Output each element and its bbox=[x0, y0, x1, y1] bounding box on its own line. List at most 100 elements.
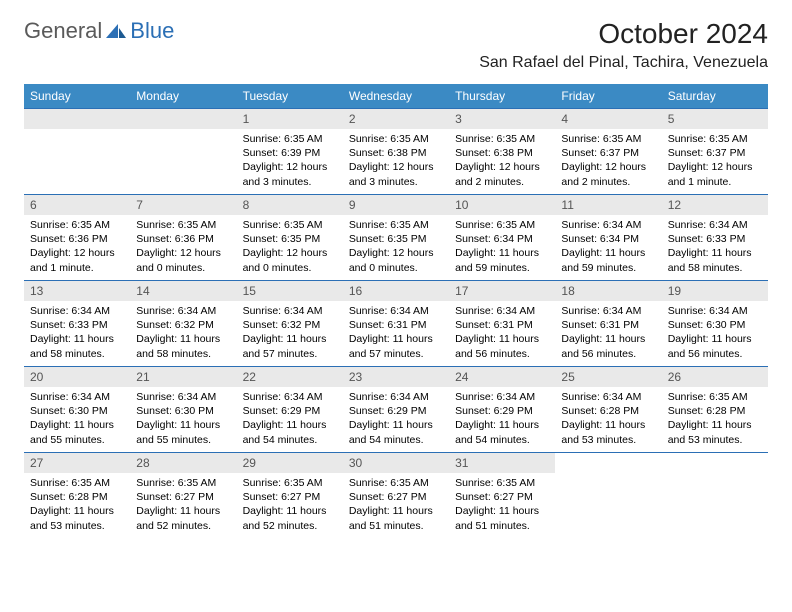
day-body: Sunrise: 6:34 AMSunset: 6:31 PMDaylight:… bbox=[555, 301, 661, 365]
day-number: 19 bbox=[662, 281, 768, 301]
weekday-header: Thursday bbox=[449, 84, 555, 109]
empty-cell bbox=[555, 453, 661, 539]
day-number: 9 bbox=[343, 195, 449, 215]
daylight-text: Daylight: 12 hours and 1 minute. bbox=[668, 160, 762, 188]
day-cell: 9Sunrise: 6:35 AMSunset: 6:35 PMDaylight… bbox=[343, 195, 449, 281]
month-title: October 2024 bbox=[479, 18, 768, 50]
sunset-text: Sunset: 6:38 PM bbox=[455, 146, 549, 160]
day-cell: 7Sunrise: 6:35 AMSunset: 6:36 PMDaylight… bbox=[130, 195, 236, 281]
logo-word1: General bbox=[24, 18, 102, 44]
header: General Blue October 2024 San Rafael del… bbox=[24, 18, 768, 72]
sunrise-text: Sunrise: 6:35 AM bbox=[668, 132, 762, 146]
daylight-text: Daylight: 11 hours and 54 minutes. bbox=[243, 418, 337, 446]
logo-sail-icon bbox=[104, 22, 128, 40]
day-cell: 12Sunrise: 6:34 AMSunset: 6:33 PMDayligh… bbox=[662, 195, 768, 281]
day-number: 11 bbox=[555, 195, 661, 215]
daylight-text: Daylight: 11 hours and 52 minutes. bbox=[243, 504, 337, 532]
day-body: Sunrise: 6:34 AMSunset: 6:33 PMDaylight:… bbox=[24, 301, 130, 365]
day-cell: 2Sunrise: 6:35 AMSunset: 6:38 PMDaylight… bbox=[343, 109, 449, 195]
logo-word2: Blue bbox=[130, 18, 174, 44]
daylight-text: Daylight: 11 hours and 51 minutes. bbox=[349, 504, 443, 532]
daylight-text: Daylight: 11 hours and 52 minutes. bbox=[136, 504, 230, 532]
sunrise-text: Sunrise: 6:35 AM bbox=[30, 476, 124, 490]
day-body: Sunrise: 6:34 AMSunset: 6:34 PMDaylight:… bbox=[555, 215, 661, 279]
sunrise-text: Sunrise: 6:35 AM bbox=[243, 218, 337, 232]
day-body: Sunrise: 6:35 AMSunset: 6:37 PMDaylight:… bbox=[555, 129, 661, 193]
day-number: 16 bbox=[343, 281, 449, 301]
day-cell: 30Sunrise: 6:35 AMSunset: 6:27 PMDayligh… bbox=[343, 453, 449, 539]
sunset-text: Sunset: 6:36 PM bbox=[30, 232, 124, 246]
sunset-text: Sunset: 6:27 PM bbox=[349, 490, 443, 504]
daylight-text: Daylight: 11 hours and 56 minutes. bbox=[455, 332, 549, 360]
day-body: Sunrise: 6:34 AMSunset: 6:31 PMDaylight:… bbox=[449, 301, 555, 365]
day-number: 7 bbox=[130, 195, 236, 215]
day-number: 28 bbox=[130, 453, 236, 473]
day-number: 12 bbox=[662, 195, 768, 215]
day-number: 22 bbox=[237, 367, 343, 387]
day-number: 13 bbox=[24, 281, 130, 301]
day-cell: 15Sunrise: 6:34 AMSunset: 6:32 PMDayligh… bbox=[237, 281, 343, 367]
day-body: Sunrise: 6:34 AMSunset: 6:29 PMDaylight:… bbox=[237, 387, 343, 451]
day-number: 21 bbox=[130, 367, 236, 387]
daylight-text: Daylight: 11 hours and 53 minutes. bbox=[561, 418, 655, 446]
day-body: Sunrise: 6:35 AMSunset: 6:35 PMDaylight:… bbox=[343, 215, 449, 279]
daylight-text: Daylight: 11 hours and 56 minutes. bbox=[668, 332, 762, 360]
day-body: Sunrise: 6:35 AMSunset: 6:27 PMDaylight:… bbox=[449, 473, 555, 537]
day-body: Sunrise: 6:35 AMSunset: 6:27 PMDaylight:… bbox=[343, 473, 449, 537]
daylight-text: Daylight: 11 hours and 57 minutes. bbox=[349, 332, 443, 360]
sunrise-text: Sunrise: 6:34 AM bbox=[136, 390, 230, 404]
day-cell: 27Sunrise: 6:35 AMSunset: 6:28 PMDayligh… bbox=[24, 453, 130, 539]
sunrise-text: Sunrise: 6:34 AM bbox=[136, 304, 230, 318]
day-body: Sunrise: 6:35 AMSunset: 6:28 PMDaylight:… bbox=[24, 473, 130, 537]
sunset-text: Sunset: 6:28 PM bbox=[30, 490, 124, 504]
daylight-text: Daylight: 11 hours and 55 minutes. bbox=[30, 418, 124, 446]
day-body: Sunrise: 6:34 AMSunset: 6:30 PMDaylight:… bbox=[24, 387, 130, 451]
sunset-text: Sunset: 6:27 PM bbox=[136, 490, 230, 504]
day-cell: 18Sunrise: 6:34 AMSunset: 6:31 PMDayligh… bbox=[555, 281, 661, 367]
daylight-text: Daylight: 11 hours and 58 minutes. bbox=[668, 246, 762, 274]
calendar-row: 1Sunrise: 6:35 AMSunset: 6:39 PMDaylight… bbox=[24, 109, 768, 195]
day-cell: 29Sunrise: 6:35 AMSunset: 6:27 PMDayligh… bbox=[237, 453, 343, 539]
sunset-text: Sunset: 6:28 PM bbox=[561, 404, 655, 418]
sunrise-text: Sunrise: 6:35 AM bbox=[349, 218, 443, 232]
day-cell: 8Sunrise: 6:35 AMSunset: 6:35 PMDaylight… bbox=[237, 195, 343, 281]
day-body: Sunrise: 6:34 AMSunset: 6:29 PMDaylight:… bbox=[343, 387, 449, 451]
daylight-text: Daylight: 12 hours and 0 minutes. bbox=[243, 246, 337, 274]
daylight-text: Daylight: 11 hours and 56 minutes. bbox=[561, 332, 655, 360]
sunrise-text: Sunrise: 6:35 AM bbox=[561, 132, 655, 146]
day-body: Sunrise: 6:34 AMSunset: 6:28 PMDaylight:… bbox=[555, 387, 661, 451]
day-cell: 20Sunrise: 6:34 AMSunset: 6:30 PMDayligh… bbox=[24, 367, 130, 453]
empty-daynum bbox=[130, 109, 236, 129]
daylight-text: Daylight: 11 hours and 59 minutes. bbox=[561, 246, 655, 274]
weekday-row: SundayMondayTuesdayWednesdayThursdayFrid… bbox=[24, 84, 768, 109]
day-body: Sunrise: 6:34 AMSunset: 6:33 PMDaylight:… bbox=[662, 215, 768, 279]
day-cell: 17Sunrise: 6:34 AMSunset: 6:31 PMDayligh… bbox=[449, 281, 555, 367]
daylight-text: Daylight: 11 hours and 55 minutes. bbox=[136, 418, 230, 446]
title-block: October 2024 San Rafael del Pinal, Tachi… bbox=[479, 18, 768, 72]
day-cell: 25Sunrise: 6:34 AMSunset: 6:28 PMDayligh… bbox=[555, 367, 661, 453]
sunrise-text: Sunrise: 6:35 AM bbox=[243, 132, 337, 146]
day-cell: 19Sunrise: 6:34 AMSunset: 6:30 PMDayligh… bbox=[662, 281, 768, 367]
day-cell: 5Sunrise: 6:35 AMSunset: 6:37 PMDaylight… bbox=[662, 109, 768, 195]
day-body: Sunrise: 6:35 AMSunset: 6:38 PMDaylight:… bbox=[343, 129, 449, 193]
sunrise-text: Sunrise: 6:34 AM bbox=[455, 390, 549, 404]
day-number: 1 bbox=[237, 109, 343, 129]
sunrise-text: Sunrise: 6:34 AM bbox=[349, 390, 443, 404]
sunrise-text: Sunrise: 6:34 AM bbox=[455, 304, 549, 318]
calendar-row: 27Sunrise: 6:35 AMSunset: 6:28 PMDayligh… bbox=[24, 453, 768, 539]
sunset-text: Sunset: 6:32 PM bbox=[243, 318, 337, 332]
logo: General Blue bbox=[24, 18, 174, 44]
sunrise-text: Sunrise: 6:34 AM bbox=[243, 304, 337, 318]
sunset-text: Sunset: 6:37 PM bbox=[668, 146, 762, 160]
sunset-text: Sunset: 6:29 PM bbox=[243, 404, 337, 418]
sunset-text: Sunset: 6:31 PM bbox=[455, 318, 549, 332]
day-number: 25 bbox=[555, 367, 661, 387]
daylight-text: Daylight: 11 hours and 54 minutes. bbox=[455, 418, 549, 446]
sunset-text: Sunset: 6:29 PM bbox=[349, 404, 443, 418]
sunrise-text: Sunrise: 6:35 AM bbox=[349, 132, 443, 146]
day-cell: 24Sunrise: 6:34 AMSunset: 6:29 PMDayligh… bbox=[449, 367, 555, 453]
day-cell: 6Sunrise: 6:35 AMSunset: 6:36 PMDaylight… bbox=[24, 195, 130, 281]
day-cell: 3Sunrise: 6:35 AMSunset: 6:38 PMDaylight… bbox=[449, 109, 555, 195]
day-cell: 1Sunrise: 6:35 AMSunset: 6:39 PMDaylight… bbox=[237, 109, 343, 195]
day-number: 24 bbox=[449, 367, 555, 387]
